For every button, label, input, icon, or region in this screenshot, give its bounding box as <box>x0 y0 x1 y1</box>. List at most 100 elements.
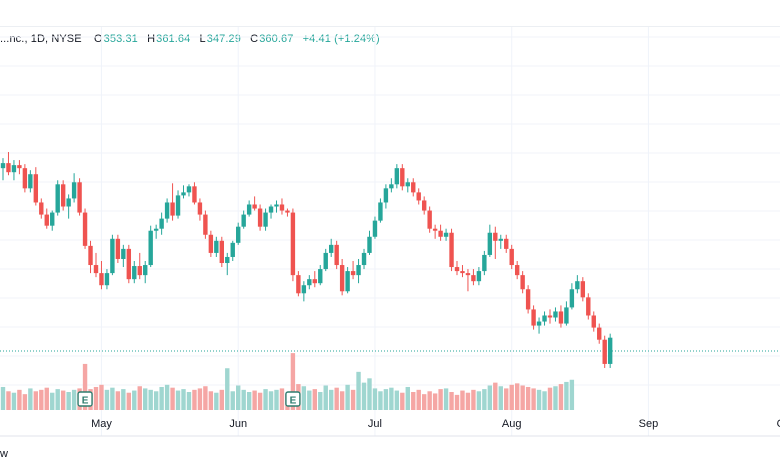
candle-body <box>279 204 285 211</box>
low-value: 347.29 <box>206 33 241 45</box>
volume-bar <box>33 391 39 410</box>
volume-bar <box>383 389 389 410</box>
candle-body <box>520 275 525 290</box>
candle-body <box>361 252 367 266</box>
candle-body <box>301 285 307 294</box>
volume-bar <box>411 392 416 410</box>
candle-body <box>236 226 241 243</box>
symbol-title: ...nc., 1D, NYSE <box>0 33 82 45</box>
volume-bar <box>230 391 235 410</box>
volume-bar <box>405 386 410 410</box>
candle-body <box>498 238 503 241</box>
candle-body <box>66 198 71 207</box>
volume-bar <box>454 394 460 410</box>
candle-body <box>159 218 164 229</box>
candle-body <box>553 311 558 318</box>
volume-bar <box>361 382 367 410</box>
candle-body <box>345 271 350 292</box>
candle-body <box>219 240 224 264</box>
candle-body <box>356 265 361 276</box>
volume-bar <box>509 384 514 410</box>
earnings-marker[interactable]: E <box>285 391 301 407</box>
volume-bar <box>225 368 230 410</box>
volume-bar <box>60 390 66 410</box>
volume-bar <box>471 389 476 410</box>
toolbar-strip <box>0 0 780 27</box>
candle-body <box>71 182 77 199</box>
candle-body <box>137 266 142 276</box>
volume-bar <box>28 388 33 410</box>
volume-bar <box>318 392 323 410</box>
volume-bar <box>0 386 6 410</box>
candle-body <box>230 242 235 257</box>
candle-body <box>203 214 208 235</box>
volume-bar <box>542 391 547 410</box>
candle-body <box>77 182 82 213</box>
volume-bar <box>50 392 55 410</box>
candle-body <box>323 252 328 270</box>
candle-body <box>88 245 93 266</box>
candle-body <box>367 236 372 253</box>
candle-body <box>241 214 246 227</box>
volume-bar <box>372 388 378 410</box>
candle-body <box>329 244 334 253</box>
candle-body <box>334 244 339 266</box>
candle-body <box>307 279 312 286</box>
volume-bar <box>110 387 115 410</box>
open-label: O <box>94 33 103 45</box>
candle-body <box>547 315 553 318</box>
candle-body <box>564 307 569 324</box>
volume-bar <box>394 390 400 410</box>
candle-body <box>197 202 203 215</box>
candle-body <box>115 238 121 259</box>
candle-body <box>509 248 514 266</box>
volume-bar <box>427 391 432 410</box>
volume-bar <box>547 387 553 410</box>
candle-body <box>148 230 153 266</box>
volume-bar <box>170 387 175 410</box>
candle-body <box>153 228 159 231</box>
volume-bar <box>274 389 279 410</box>
x-tick-label: Aug <box>502 418 522 430</box>
candle-body <box>487 232 493 255</box>
candle-body <box>33 174 39 203</box>
volume-bar <box>208 391 214 410</box>
candle-body <box>99 273 104 286</box>
volume-bar <box>175 390 181 410</box>
volume-bar <box>329 389 334 410</box>
candle-body <box>60 184 66 207</box>
volume-bar <box>564 381 569 410</box>
candle-body <box>126 248 132 280</box>
volume-bar <box>536 389 542 410</box>
volume-bar <box>6 391 11 410</box>
candle-body <box>471 275 476 282</box>
footer-text: w <box>0 448 8 460</box>
volume-bar <box>219 389 224 410</box>
candle-body <box>531 309 536 326</box>
candle-body <box>482 254 487 272</box>
volume-bar <box>498 386 503 410</box>
candle-body <box>257 208 263 227</box>
candle-body <box>339 265 345 292</box>
earnings-marker[interactable]: E <box>77 391 93 407</box>
earnings-marker-label: E <box>290 396 297 407</box>
volume-bar <box>121 389 126 410</box>
candle-body <box>607 337 613 364</box>
candle-body <box>55 184 60 213</box>
volume-bar <box>416 389 421 410</box>
high-label: H <box>147 33 156 45</box>
volume-bar <box>339 391 345 410</box>
volume-bar <box>421 394 427 410</box>
candle-body <box>454 267 460 272</box>
candle-body <box>405 182 410 187</box>
candle-body <box>504 238 509 249</box>
volume-bar <box>137 386 142 410</box>
volume-bar <box>192 389 197 410</box>
volume-bar <box>126 392 132 410</box>
candle-body <box>591 315 596 328</box>
candle-body <box>50 212 55 226</box>
volume-bar <box>307 390 312 410</box>
volume-bar <box>290 353 296 410</box>
